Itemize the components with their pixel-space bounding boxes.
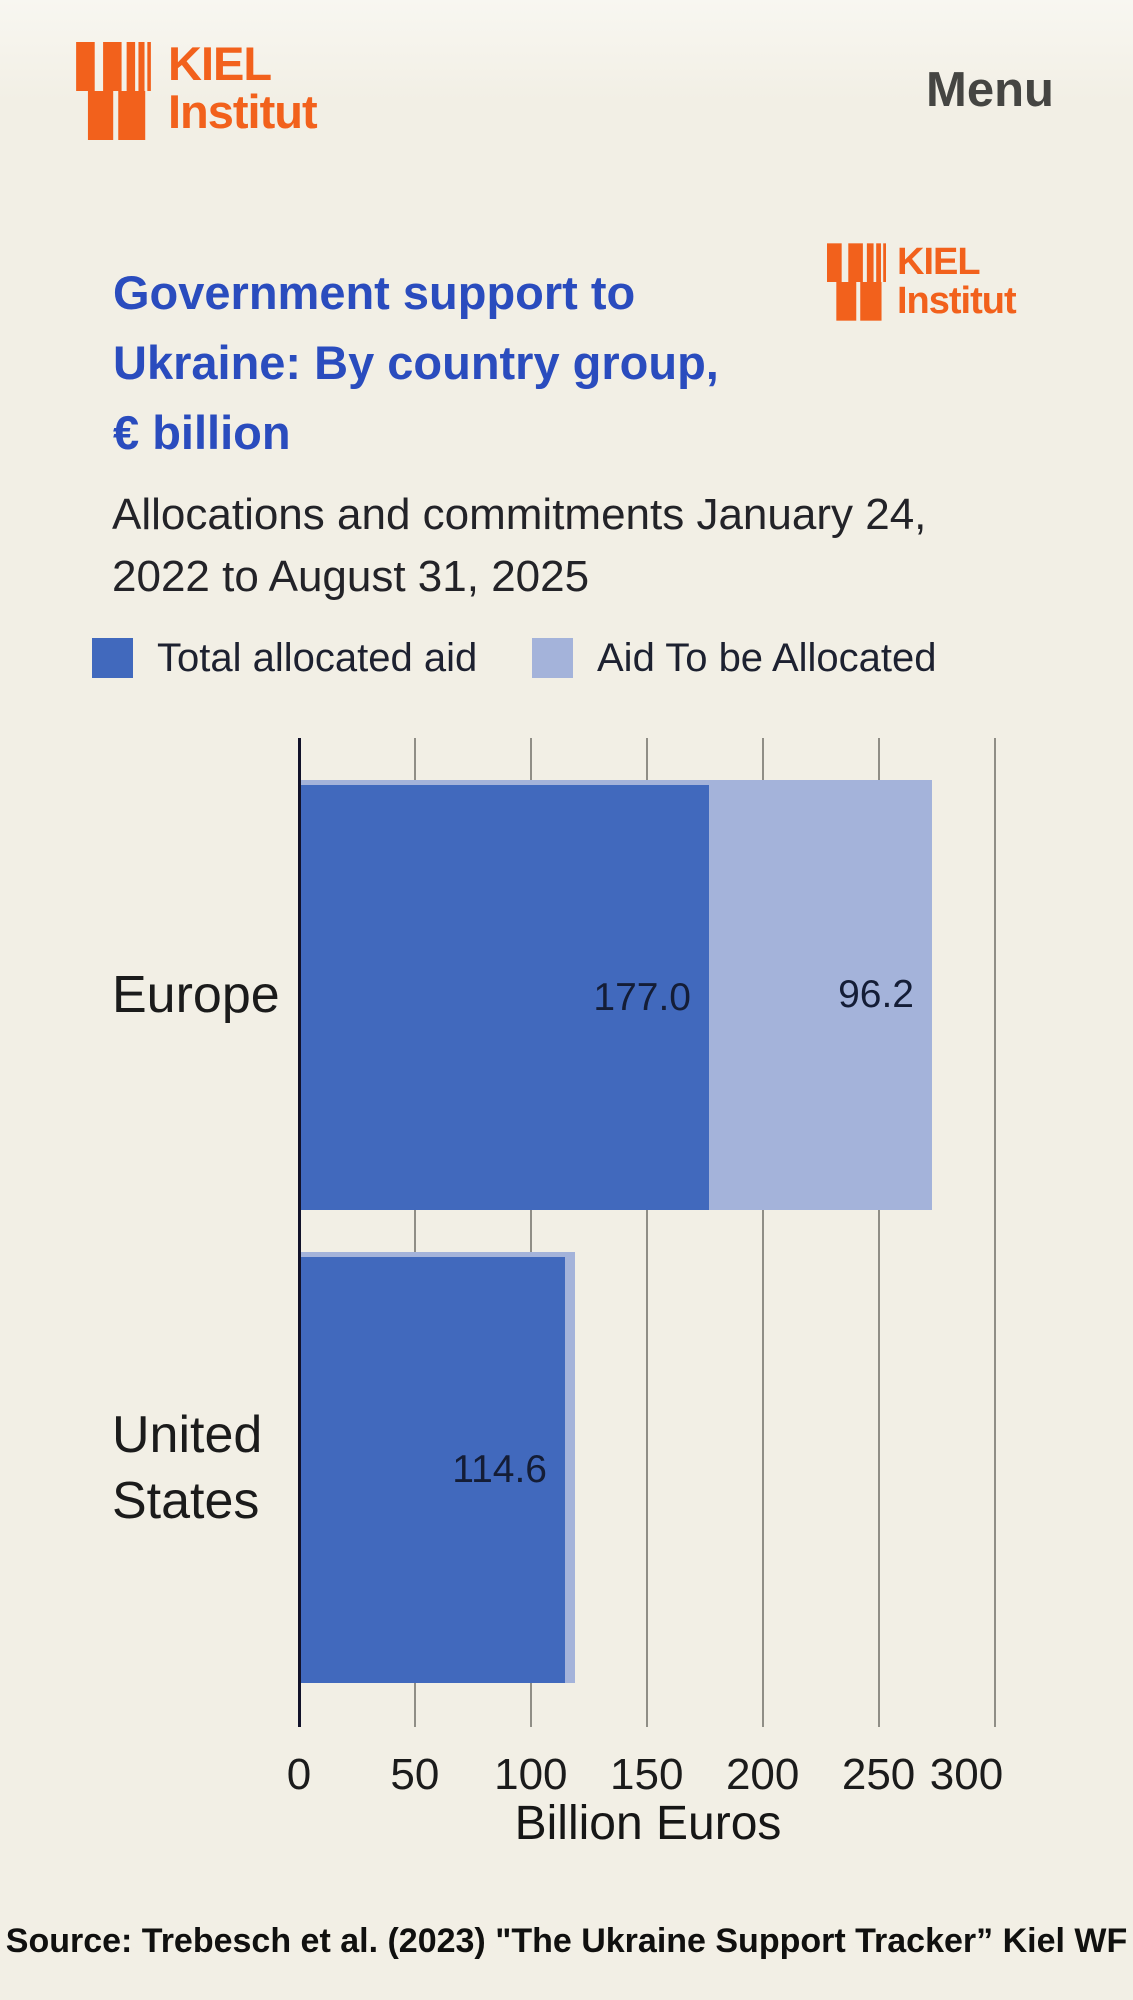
chart-title-line3: € billion <box>113 406 291 459</box>
legend-swatch-total-allocated <box>92 638 133 678</box>
watermark-line1: KIEL <box>897 241 981 283</box>
legend-label-total-allocated: Total allocated aid <box>157 635 478 680</box>
kiel-logo-text-small: KIEL Institut <box>897 241 1017 322</box>
x-axis-title: Billion Euros <box>514 1797 782 1850</box>
kiel-logo-text: KIEL Institut <box>168 37 318 138</box>
source-citation: Source: Trebesch et al. (2023) "The Ukra… <box>5 1922 1128 1960</box>
bar-allocated-0: 177.0 <box>299 785 709 1210</box>
category-label-0: Europe <box>112 966 280 1024</box>
kiel-institut-logo[interactable]: KIEL Institut <box>75 37 318 140</box>
x-tick-label-200: 200 <box>725 1750 800 1799</box>
menu-button[interactable]: Menu <box>926 63 1054 117</box>
x-tick-label-0: 0 <box>286 1750 312 1799</box>
x-tick-label-100: 100 <box>494 1750 568 1799</box>
gridline-100 <box>529 738 532 1727</box>
legend-item-to-be-allocated: Aid To be Allocated <box>532 636 937 680</box>
legend-swatch-to-be-allocated <box>532 638 573 678</box>
x-tick-label-150: 150 <box>610 1750 684 1799</box>
gridline-50 <box>413 738 416 1727</box>
chart-subtitle-line2: 2022 to August 31, 2025 <box>112 552 590 601</box>
x-tick-label-50: 50 <box>390 1750 440 1799</box>
y-axis-line <box>297 738 301 1727</box>
gridline-250 <box>877 738 880 1727</box>
legend-label-to-be-allocated: Aid To be Allocated <box>597 635 937 680</box>
category-label-1: United States <box>112 1405 263 1530</box>
chart-subtitle: Allocations and commitments January 24, … <box>112 484 926 608</box>
kiel-logo-mark-small <box>827 243 886 321</box>
kiel-logo-mark <box>76 42 151 140</box>
x-tick-label-300: 300 <box>929 1750 1004 1799</box>
gridline-150 <box>645 738 648 1727</box>
chart-subtitle-line1: Allocations and commitments January 24, <box>112 490 927 539</box>
chart-title-line1: Government support to <box>113 266 636 319</box>
gridline-200 <box>761 738 764 1727</box>
chart-title: Government support to Ukraine: By countr… <box>113 258 719 468</box>
chart-watermark-logo: KIEL Institut <box>827 241 1017 322</box>
chart-title-line2: Ukraine: By country group, <box>113 336 719 389</box>
gridline-300 <box>993 738 996 1727</box>
logo-line2: Institut <box>168 85 318 138</box>
x-tick-label-250: 250 <box>841 1750 916 1799</box>
legend-item-total-allocated: Total allocated aid <box>92 636 477 680</box>
logo-line1: KIEL <box>168 37 272 90</box>
watermark-line2: Institut <box>897 280 1017 322</box>
bar-allocated-1: 114.6 <box>299 1257 565 1683</box>
